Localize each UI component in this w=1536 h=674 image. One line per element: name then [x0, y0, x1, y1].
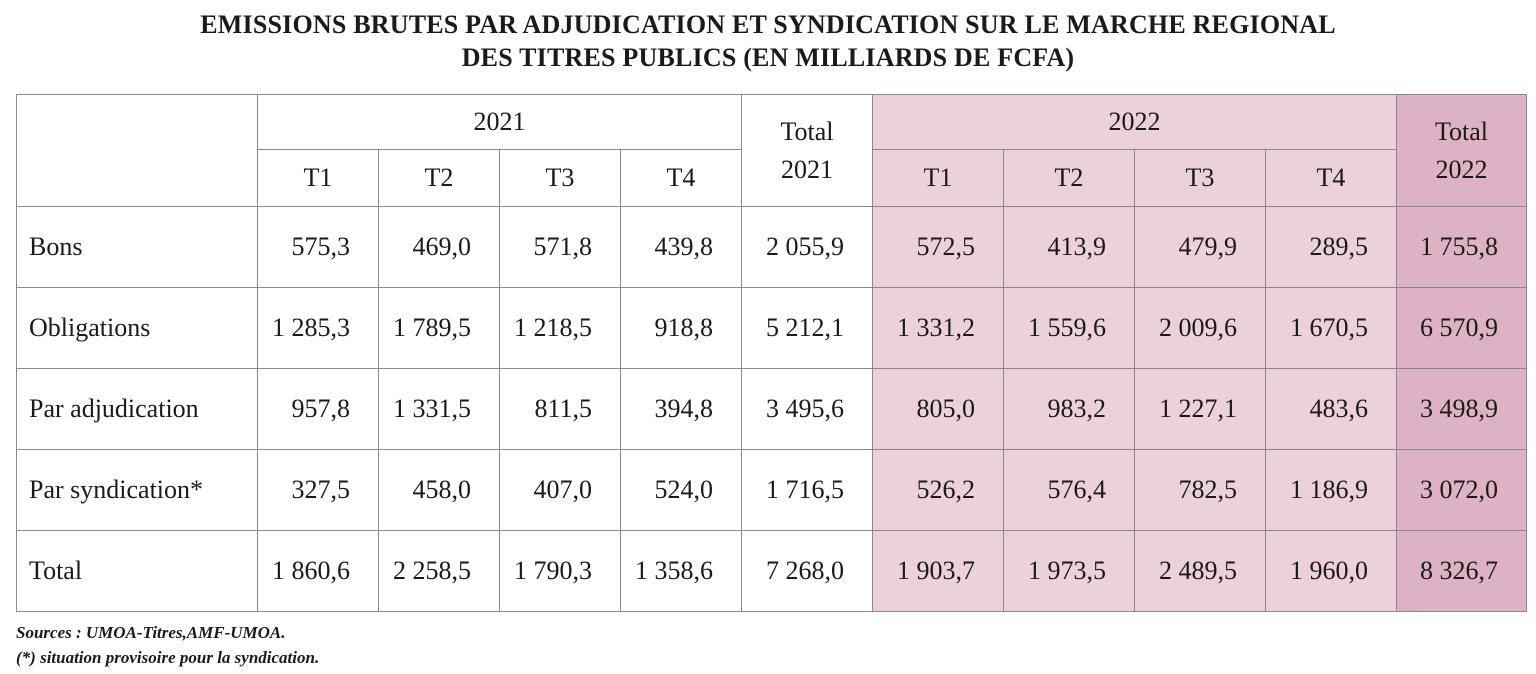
- header-2021-q4: T4: [620, 149, 742, 207]
- cell-2022-q4: 1 186,9: [1265, 449, 1397, 531]
- cell-2021-q4: 439,8: [620, 206, 742, 288]
- table-row-total: Total 1 860,6 2 258,5 1 790,3 1 358,6 7 …: [16, 530, 1527, 612]
- header-total-2021-line2: 2021: [781, 154, 833, 184]
- table-row-bons: Bons 575,3 469,0 571,8 439,8 2 055,9 572…: [16, 206, 1527, 288]
- cell-total-2021: 2 055,9: [741, 206, 873, 288]
- header-2021-q2: T2: [378, 149, 500, 207]
- header-2022-q2: T2: [1003, 149, 1135, 207]
- cell-2022-q1: 805,0: [872, 368, 1004, 450]
- row-label: Bons: [16, 206, 258, 288]
- cell-2022-q3: 1 227,1: [1134, 368, 1266, 450]
- header-2022-q4: T4: [1265, 149, 1397, 207]
- header-2021-q3: T3: [499, 149, 621, 207]
- cell-2021-q3: 811,5: [499, 368, 621, 450]
- cell-2021-q2: 1 331,5: [378, 368, 500, 450]
- cell-2021-q4: 1 358,6: [620, 530, 742, 612]
- emissions-table: 2021 Total 2021 2022 Total 2022 T1 T2 T3…: [16, 94, 1527, 612]
- row-label: Total: [16, 530, 258, 612]
- header-total-2022-line2: 2022: [1435, 154, 1488, 184]
- title-line-1: EMISSIONS BRUTES PAR ADJUDICATION ET SYN…: [200, 10, 1336, 39]
- cell-total-2022: 8 326,7: [1396, 530, 1527, 612]
- table-title: EMISSIONS BRUTES PAR ADJUDICATION ET SYN…: [0, 8, 1536, 74]
- cell-2022-q3: 479,9: [1134, 206, 1266, 288]
- cell-2022-q1: 526,2: [872, 449, 1004, 531]
- title-line-2: DES TITRES PUBLICS (EN MILLIARDS DE FCFA…: [461, 43, 1075, 72]
- header-total-2021: Total 2021: [741, 94, 873, 207]
- cell-2021-q2: 2 258,5: [378, 530, 500, 612]
- header-total-2022-line1: Total: [1434, 116, 1489, 146]
- cell-2022-q2: 983,2: [1003, 368, 1135, 450]
- row-label: Par syndication*: [16, 449, 258, 531]
- header-corner-cell: [16, 94, 258, 207]
- table-row-par-adjudication: Par adjudication 957,8 1 331,5 811,5 394…: [16, 368, 1527, 450]
- cell-2022-q2: 576,4: [1003, 449, 1135, 531]
- cell-2021-q3: 1 790,3: [499, 530, 621, 612]
- cell-2021-q3: 1 218,5: [499, 287, 621, 369]
- cell-2021-q2: 458,0: [378, 449, 500, 531]
- cell-total-2021: 1 716,5: [741, 449, 873, 531]
- cell-total-2021: 7 268,0: [741, 530, 873, 612]
- cell-2022-q4: 1 960,0: [1265, 530, 1397, 612]
- sources-note: Sources : UMOA-Titres,AMF-UMOA.: [16, 623, 286, 642]
- cell-total-2022: 1 755,8: [1396, 206, 1527, 288]
- cell-2021-q4: 394,8: [620, 368, 742, 450]
- row-label: Par adjudication: [16, 368, 258, 450]
- header-2021-q1: T1: [257, 149, 379, 207]
- cell-2022-q4: 483,6: [1265, 368, 1397, 450]
- cell-2022-q4: 1 670,5: [1265, 287, 1397, 369]
- header-total-2021-line1: Total: [780, 116, 834, 146]
- cell-2022-q3: 2 489,5: [1134, 530, 1266, 612]
- cell-2022-q3: 782,5: [1134, 449, 1266, 531]
- cell-total-2022: 3 072,0: [1396, 449, 1527, 531]
- header-row-years: 2021 Total 2021 2022 Total 2022: [16, 94, 1527, 207]
- header-2022-q1: T1: [872, 149, 1004, 207]
- cell-2021-q2: 469,0: [378, 206, 500, 288]
- cell-total-2022: 6 570,9: [1396, 287, 1527, 369]
- header-total-2022: Total 2022: [1396, 94, 1527, 207]
- cell-2022-q2: 1 973,5: [1003, 530, 1135, 612]
- cell-2022-q1: 1 903,7: [872, 530, 1004, 612]
- cell-total-2021: 5 212,1: [741, 287, 873, 369]
- header-2022-q3: T3: [1134, 149, 1266, 207]
- table-notes: Sources : UMOA-Titres,AMF-UMOA. (*) situ…: [16, 620, 319, 670]
- table-row-par-syndication: Par syndication* 327,5 458,0 407,0 524,0…: [16, 449, 1527, 531]
- cell-2021-q1: 327,5: [257, 449, 379, 531]
- cell-2021-q1: 957,8: [257, 368, 379, 450]
- cell-2022-q3: 2 009,6: [1134, 287, 1266, 369]
- cell-total-2022: 3 498,9: [1396, 368, 1527, 450]
- header-year-2021: 2021: [257, 94, 742, 150]
- cell-2021-q1: 1 860,6: [257, 530, 379, 612]
- cell-2021-q4: 918,8: [620, 287, 742, 369]
- cell-2022-q1: 1 331,2: [872, 287, 1004, 369]
- cell-2022-q1: 572,5: [872, 206, 1004, 288]
- row-label: Obligations: [16, 287, 258, 369]
- cell-total-2021: 3 495,6: [741, 368, 873, 450]
- cell-2021-q3: 407,0: [499, 449, 621, 531]
- table-row-obligations: Obligations 1 285,3 1 789,5 1 218,5 918,…: [16, 287, 1527, 369]
- cell-2021-q3: 571,8: [499, 206, 621, 288]
- footnote: (*) situation provisoire pour la syndica…: [16, 648, 320, 667]
- cell-2021-q4: 524,0: [620, 449, 742, 531]
- header-year-2022: 2022: [872, 94, 1397, 150]
- cell-2022-q2: 1 559,6: [1003, 287, 1135, 369]
- cell-2022-q4: 289,5: [1265, 206, 1397, 288]
- cell-2021-q1: 1 285,3: [257, 287, 379, 369]
- cell-2022-q2: 413,9: [1003, 206, 1135, 288]
- cell-2021-q1: 575,3: [257, 206, 379, 288]
- cell-2021-q2: 1 789,5: [378, 287, 500, 369]
